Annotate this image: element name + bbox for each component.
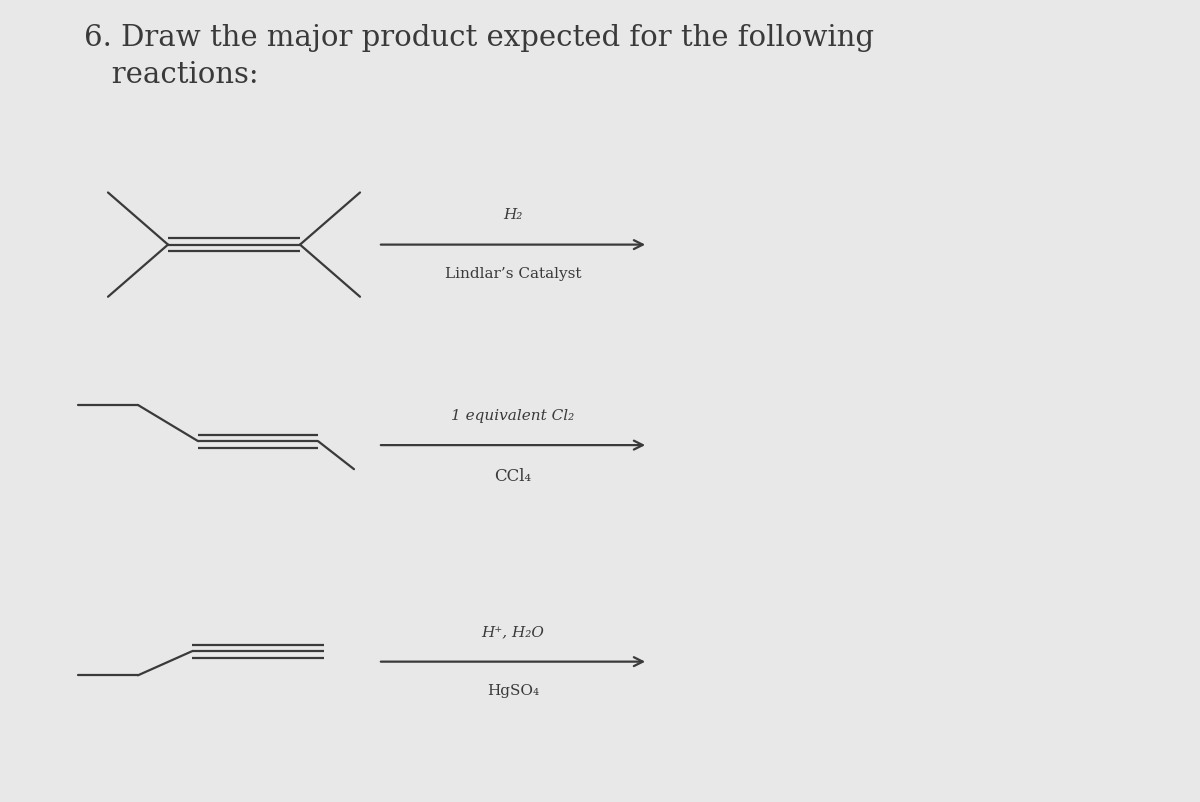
Text: Lindlar’s Catalyst: Lindlar’s Catalyst <box>445 267 581 281</box>
Text: CCl₄: CCl₄ <box>494 468 532 484</box>
Text: 6. Draw the major product expected for the following
   reactions:: 6. Draw the major product expected for t… <box>84 24 874 89</box>
Text: H₂: H₂ <box>503 209 523 222</box>
Text: 1 equivalent Cl₂: 1 equivalent Cl₂ <box>451 409 575 423</box>
Text: H⁺, H₂O: H⁺, H₂O <box>481 626 545 639</box>
Text: HgSO₄: HgSO₄ <box>487 684 539 698</box>
